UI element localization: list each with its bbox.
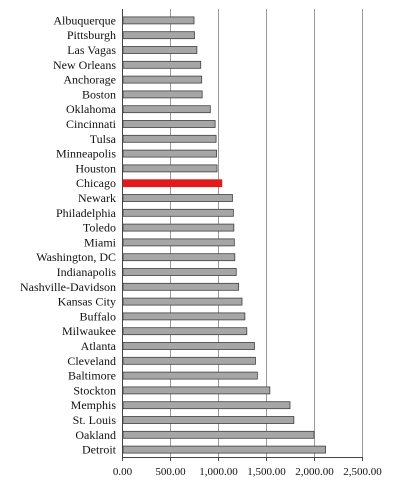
x-tick-label: 500.00 <box>155 466 186 478</box>
x-tick-label: 1,000.00 <box>199 466 238 478</box>
category-label: Las Vagas <box>67 43 116 57</box>
bar <box>122 297 243 306</box>
category-label: Pittsburgh <box>67 28 116 42</box>
x-tick-label: 2,000.00 <box>295 466 334 478</box>
bar <box>122 386 271 395</box>
bar <box>122 238 235 247</box>
x-axis: 0.00 500.00 1,000.00 1,500.00 2,000.00 2,500.… <box>113 9 382 478</box>
category-label: Toledo <box>83 221 116 235</box>
bar <box>122 356 256 365</box>
bar <box>122 430 315 439</box>
bar <box>122 16 195 25</box>
bar <box>122 134 217 143</box>
category-label: Baltimore <box>68 369 116 383</box>
category-label: Buffalo <box>80 309 116 323</box>
bar <box>122 105 211 114</box>
bar <box>122 46 198 54</box>
bar-highlighted <box>122 179 223 188</box>
bar <box>122 164 218 173</box>
bar <box>122 75 203 84</box>
category-label: Indianapolis <box>57 265 117 279</box>
category-label: Anchorage <box>63 73 116 87</box>
category-label: Milwaukee <box>62 324 116 338</box>
bar <box>122 282 240 291</box>
bar <box>122 120 216 128</box>
bars <box>122 16 326 454</box>
category-label: Oklahoma <box>66 102 117 116</box>
x-tick-label: 1,500.00 <box>247 466 286 478</box>
bar <box>122 342 255 350</box>
category-label: Houston <box>75 161 116 175</box>
bar <box>122 208 234 217</box>
category-label: Kansas City <box>58 295 116 309</box>
category-label: Oakland <box>75 428 116 442</box>
x-tick-label: 2,500.00 <box>343 466 382 478</box>
category-label: Chicago <box>76 176 116 190</box>
bar <box>122 60 202 69</box>
bar <box>122 401 291 410</box>
category-label: Cincinnati <box>66 117 117 131</box>
bar <box>122 268 237 276</box>
category-label: St. Louis <box>73 413 117 427</box>
category-label: Nashville-Davidson <box>20 280 116 294</box>
bar <box>122 149 217 158</box>
bar <box>122 327 248 336</box>
bar <box>122 371 258 380</box>
gridlines <box>170 9 363 457</box>
category-label: Washington, DC <box>36 250 116 264</box>
category-label: New Orleans <box>53 58 116 72</box>
category-label: Tulsa <box>90 132 117 146</box>
category-label: Detroit <box>82 443 117 457</box>
category-label: Newark <box>78 191 116 205</box>
category-label: Miami <box>84 235 117 249</box>
x-tick-label: 0.00 <box>113 466 133 478</box>
bar <box>122 90 203 99</box>
category-label: Cleveland <box>67 354 116 368</box>
bar <box>122 31 195 40</box>
category-label: Boston <box>82 87 116 101</box>
category-label: Albuquerque <box>53 13 116 27</box>
category-label: Stockton <box>73 383 116 397</box>
category-label: Minneapolis <box>56 147 116 161</box>
bar <box>122 253 236 262</box>
category-label: Philadelphia <box>56 206 117 220</box>
bar <box>122 445 326 454</box>
bar <box>122 312 246 321</box>
bar <box>122 194 233 202</box>
bar <box>122 223 235 232</box>
bar <box>122 416 295 424</box>
category-label: Atlanta <box>81 339 117 353</box>
category-label: Memphis <box>71 398 117 412</box>
